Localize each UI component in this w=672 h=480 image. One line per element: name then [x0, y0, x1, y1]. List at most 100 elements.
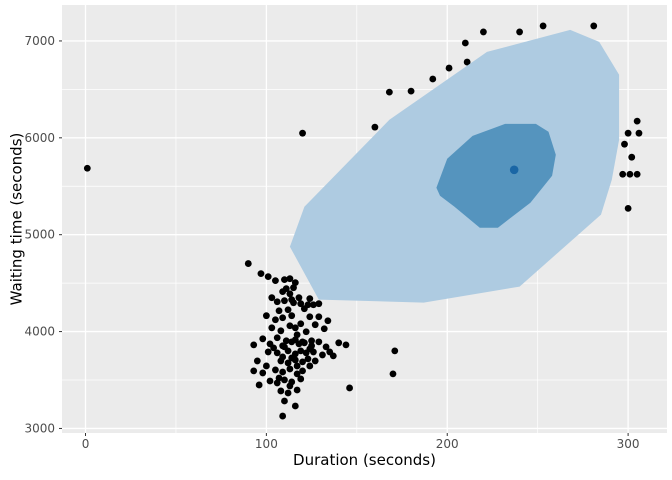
- data-point: [624, 204, 632, 212]
- data-point: [288, 338, 296, 346]
- data-point: [281, 376, 288, 384]
- data-point: [407, 87, 415, 95]
- data-point: [272, 316, 279, 324]
- data-point: [445, 64, 453, 72]
- data-point: [319, 351, 326, 359]
- data-point: [277, 387, 285, 395]
- data-point: [311, 357, 319, 365]
- data-point: [624, 129, 632, 137]
- y-tick-label: 4000: [24, 325, 55, 339]
- data-point: [290, 284, 297, 292]
- data-point: [250, 341, 258, 349]
- data-point: [389, 370, 397, 378]
- y-tick-label: 6000: [24, 131, 55, 145]
- data-point: [335, 339, 343, 347]
- data-point: [273, 298, 281, 306]
- data-point: [315, 313, 323, 321]
- data-point: [268, 294, 276, 302]
- data-point: [306, 362, 314, 370]
- data-point: [295, 340, 303, 348]
- data-point: [286, 290, 294, 298]
- data-point: [302, 328, 310, 336]
- data-point: [286, 382, 294, 390]
- data-point: [516, 28, 523, 36]
- data-point: [83, 164, 91, 172]
- data-point: [244, 260, 252, 267]
- data-point: [299, 358, 306, 366]
- data-point: [480, 28, 487, 36]
- data-point: [342, 341, 350, 349]
- data-point: [275, 307, 283, 315]
- data-point: [277, 327, 285, 335]
- data-point: [288, 354, 296, 362]
- data-point: [268, 324, 276, 332]
- data-point: [279, 288, 287, 296]
- data-point: [279, 314, 287, 322]
- data-point: [286, 322, 294, 330]
- data-point: [257, 270, 265, 278]
- mode-point: [509, 165, 519, 175]
- x-axis-title: Duration (seconds): [293, 451, 436, 469]
- data-point: [279, 412, 287, 420]
- data-point: [346, 384, 353, 392]
- data-point: [288, 312, 296, 320]
- y-axis-title: Waiting time (seconds): [7, 132, 26, 306]
- data-point: [621, 140, 628, 148]
- data-point: [279, 368, 287, 376]
- y-tick-label: 7000: [24, 34, 55, 48]
- data-point: [635, 129, 643, 137]
- inner-hdr-region: [436, 123, 556, 228]
- data-point: [322, 343, 330, 351]
- data-point: [293, 370, 301, 378]
- data-point: [281, 397, 288, 405]
- data-point: [297, 300, 305, 308]
- data-point: [270, 344, 278, 352]
- y-tick-label: 3000: [24, 421, 55, 435]
- data-point: [295, 294, 303, 302]
- data-point: [255, 381, 263, 389]
- data-point: [297, 347, 305, 355]
- data-point: [253, 357, 261, 365]
- data-point: [385, 88, 393, 96]
- data-point: [297, 320, 305, 328]
- data-point: [284, 347, 292, 355]
- data-point: [297, 375, 305, 383]
- data-point: [284, 389, 292, 397]
- data-point: [286, 275, 294, 283]
- data-point: [275, 374, 283, 382]
- data-point: [281, 297, 288, 305]
- data-point: [590, 22, 598, 30]
- data-point: [315, 300, 323, 308]
- data-point: [302, 349, 310, 357]
- data-point: [272, 366, 279, 374]
- data-point: [273, 334, 281, 342]
- data-point: [281, 276, 288, 284]
- x-tick-label: 200: [436, 437, 459, 451]
- data-point: [306, 295, 314, 303]
- y-tick-label: 5000: [24, 228, 55, 242]
- data-point: [626, 170, 634, 178]
- data-point: [463, 58, 471, 66]
- data-point: [306, 313, 314, 321]
- data-point: [282, 337, 290, 345]
- data-point: [633, 170, 641, 178]
- data-point: [300, 305, 308, 313]
- data-point: [272, 277, 279, 285]
- data-point: [284, 306, 292, 314]
- data-point: [279, 353, 287, 361]
- data-point: [290, 299, 297, 307]
- data-point: [308, 337, 315, 345]
- data-point: [391, 347, 399, 355]
- data-point: [259, 335, 267, 343]
- data-point: [291, 402, 299, 410]
- x-tick-label: 100: [255, 437, 278, 451]
- data-point: [310, 301, 317, 309]
- data-point: [264, 348, 272, 356]
- data-point: [250, 367, 258, 375]
- data-point: [273, 349, 281, 357]
- data-point: [628, 153, 636, 161]
- data-point: [299, 367, 306, 375]
- data-point: [371, 123, 379, 131]
- data-point: [299, 129, 306, 137]
